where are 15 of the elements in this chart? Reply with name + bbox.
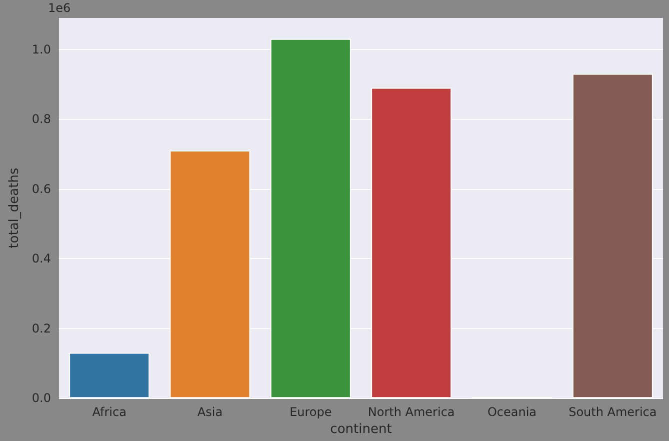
y-tick-label: 0.0: [32, 391, 51, 406]
y-tick-label: 0.4: [32, 252, 51, 266]
text: 1e6: [48, 1, 71, 15]
x-tick-label: South America: [568, 405, 657, 420]
y-tick-label: 1.0: [32, 42, 51, 56]
y-axis-title: total_deaths: [7, 168, 22, 248]
y-tick-label: 0.2: [32, 321, 51, 336]
x-tick-label: Oceania: [487, 405, 537, 420]
x-axis-title: continent: [330, 422, 392, 437]
y-tick-label: 0.8: [32, 112, 51, 126]
x-tick-label: Asia: [197, 405, 223, 420]
y-tick-label: 0.6: [32, 182, 51, 196]
x-tick-label: Europe: [290, 405, 332, 420]
x-tick-label: North America: [368, 405, 455, 420]
x-tick-label: Africa: [92, 405, 126, 420]
